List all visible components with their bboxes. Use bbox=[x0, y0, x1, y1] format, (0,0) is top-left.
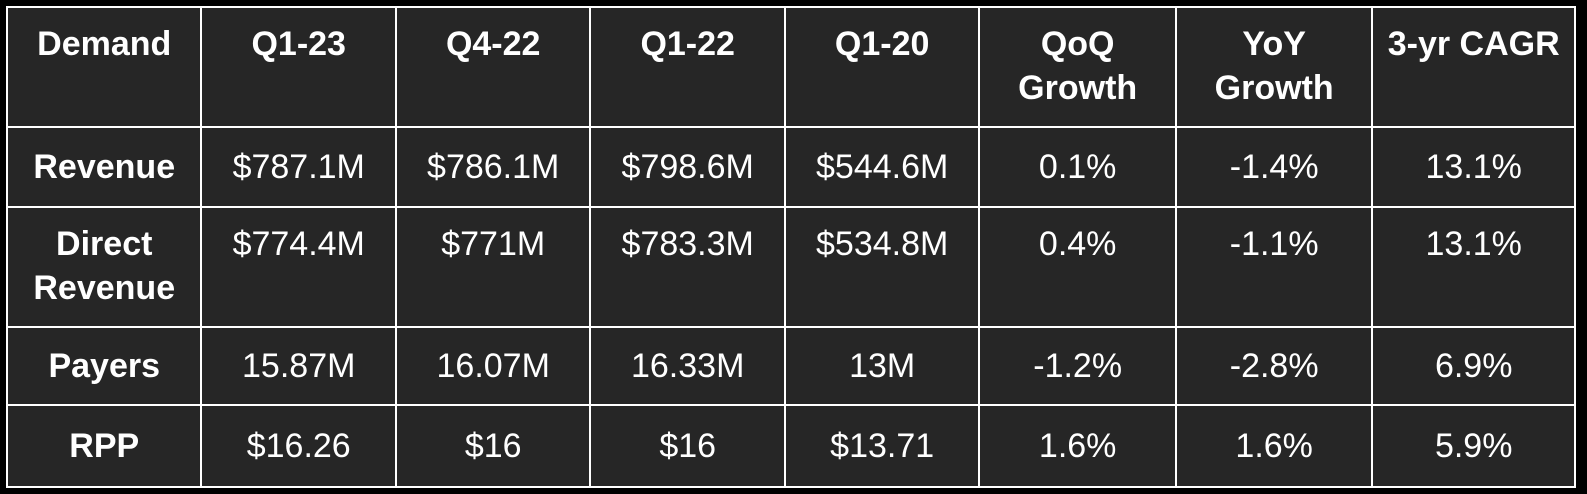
table-cell: $16 bbox=[394, 404, 592, 488]
table-cell: $16 bbox=[589, 404, 786, 488]
header-q1-22: Q1-22 bbox=[589, 6, 786, 128]
table-cell: $787.1M bbox=[200, 126, 397, 208]
row-label-rpp: RPP bbox=[5, 404, 203, 488]
table-cell: $534.8M bbox=[783, 206, 981, 328]
header-demand: Demand bbox=[5, 6, 203, 128]
table-cell: -1.1% bbox=[1174, 206, 1374, 328]
header-q1-23: Q1-23 bbox=[200, 6, 397, 128]
demand-table-container: Demand Q1-23 Q4-22 Q1-22 Q1-20 QoQ Growt… bbox=[5, 6, 1576, 488]
table-cell: 13.1% bbox=[1371, 126, 1576, 208]
demand-table: Demand Q1-23 Q4-22 Q1-22 Q1-20 QoQ Growt… bbox=[5, 6, 1576, 488]
table-row-revenue: Revenue $787.1M $786.1M $798.6M $544.6M … bbox=[5, 126, 1576, 208]
table-cell: $798.6M bbox=[589, 126, 786, 208]
header-yoy-growth: YoY Growth bbox=[1174, 6, 1374, 128]
table-cell: -1.4% bbox=[1174, 126, 1374, 208]
table-cell: $16.26 bbox=[200, 404, 397, 488]
table-cell: -1.2% bbox=[978, 326, 1177, 406]
table-cell: 15.87M bbox=[200, 326, 397, 406]
table-cell: 13M bbox=[783, 326, 981, 406]
table-cell: $774.4M bbox=[200, 206, 397, 328]
table-row-rpp: RPP $16.26 $16 $16 $13.71 1.6% 1.6% 5.9% bbox=[5, 404, 1576, 488]
row-label-direct-revenue: Direct Revenue bbox=[5, 206, 203, 328]
table-cell: $544.6M bbox=[783, 126, 981, 208]
table-cell: 0.4% bbox=[978, 206, 1177, 328]
table-cell: 13.1% bbox=[1371, 206, 1576, 328]
table-row-payers: Payers 15.87M 16.07M 16.33M 13M -1.2% -2… bbox=[5, 326, 1576, 406]
header-3yr-cagr: 3-yr CAGR bbox=[1371, 6, 1576, 128]
table-cell: $771M bbox=[394, 206, 592, 328]
header-row: Demand Q1-23 Q4-22 Q1-22 Q1-20 QoQ Growt… bbox=[5, 6, 1576, 128]
table-cell: -2.8% bbox=[1174, 326, 1374, 406]
row-label-revenue: Revenue bbox=[5, 126, 203, 208]
table-cell: $13.71 bbox=[783, 404, 981, 488]
table-cell: 16.33M bbox=[589, 326, 786, 406]
header-q1-20: Q1-20 bbox=[783, 6, 981, 128]
table-row-direct-revenue: Direct Revenue $774.4M $771M $783.3M $53… bbox=[5, 206, 1576, 328]
header-qoq-growth: QoQ Growth bbox=[978, 6, 1177, 128]
table-cell: $786.1M bbox=[394, 126, 592, 208]
table-cell: 1.6% bbox=[1174, 404, 1374, 488]
table-cell: 5.9% bbox=[1371, 404, 1576, 488]
table-cell: 0.1% bbox=[978, 126, 1177, 208]
header-q4-22: Q4-22 bbox=[394, 6, 592, 128]
table-cell: 6.9% bbox=[1371, 326, 1576, 406]
table-cell: 1.6% bbox=[978, 404, 1177, 488]
table-cell: $783.3M bbox=[589, 206, 786, 328]
table-cell: 16.07M bbox=[394, 326, 592, 406]
row-label-payers: Payers bbox=[5, 326, 203, 406]
